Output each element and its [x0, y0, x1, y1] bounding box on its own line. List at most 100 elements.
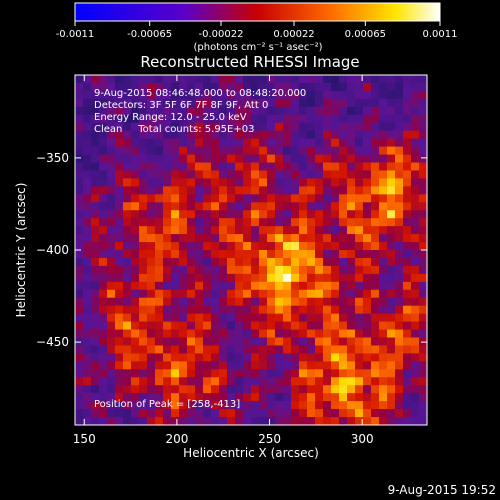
heatmap-cell — [339, 170, 348, 179]
heatmap-cell — [83, 162, 92, 171]
heatmap-cell — [395, 297, 404, 307]
heatmap-cell — [203, 162, 212, 171]
heatmap-cell — [331, 337, 340, 346]
heatmap-cell — [155, 154, 164, 163]
heatmap-cell — [123, 234, 132, 243]
heatmap-cell — [371, 90, 380, 100]
heatmap-cell — [123, 417, 132, 426]
heatmap-cell — [243, 313, 252, 322]
heatmap-cell — [331, 401, 340, 410]
heatmap-cell — [339, 154, 348, 163]
heatmap-cell — [299, 106, 308, 116]
heatmap-cell — [83, 130, 92, 140]
heatmap-cell — [75, 401, 84, 410]
heatmap-cell — [211, 393, 220, 402]
heatmap-cell — [339, 393, 348, 402]
heatmap-cell — [139, 138, 148, 147]
heatmap-cell — [123, 170, 132, 179]
heatmap-cell — [419, 321, 428, 330]
heatmap-cell — [267, 130, 276, 140]
heatmap-cell — [323, 305, 332, 315]
heatmap-cell — [75, 122, 84, 132]
heatmap-cell — [227, 337, 236, 346]
heatmap-cell — [379, 170, 388, 179]
heatmap-cell — [123, 242, 132, 251]
heatmap-cell — [195, 401, 204, 410]
heatmap-cell — [307, 313, 316, 322]
heatmap-cell — [411, 98, 420, 108]
heatmap-cell — [411, 257, 420, 267]
heatmap-cell — [155, 281, 164, 291]
heatmap-cell — [291, 281, 300, 291]
heatmap-cell — [307, 305, 316, 315]
heatmap-cell — [139, 186, 148, 195]
heatmap-cell — [411, 393, 420, 402]
heatmap-cell — [259, 210, 268, 219]
heatmap-cell — [259, 265, 268, 275]
heatmap-cell — [187, 273, 196, 283]
heatmap-cell — [211, 257, 220, 267]
heatmap-cell — [251, 202, 260, 211]
heatmap-cell — [395, 345, 404, 354]
heatmap-cell — [411, 361, 420, 370]
heatmap-cell — [275, 138, 284, 147]
heatmap-cell — [283, 289, 292, 299]
heatmap-cell — [267, 409, 276, 418]
heatmap-cell — [107, 361, 116, 370]
heatmap-cell — [371, 210, 380, 219]
heatmap-cell — [195, 90, 204, 100]
heatmap-cell — [419, 289, 428, 299]
heatmap-cell — [339, 98, 348, 108]
heatmap-cell — [363, 75, 372, 84]
heatmap-cell — [91, 361, 100, 370]
heatmap-cell — [251, 130, 260, 140]
heatmap-cell — [331, 194, 340, 203]
heatmap-cell — [299, 75, 308, 84]
heatmap-cell — [139, 417, 148, 426]
heatmap-cell — [315, 305, 324, 315]
heatmap-cell — [155, 106, 164, 116]
heatmap-cell — [75, 250, 84, 259]
heatmap-cell — [299, 385, 308, 394]
heatmap-cell — [283, 154, 292, 163]
heatmap-cell — [227, 242, 236, 251]
heatmap-cell — [291, 401, 300, 410]
heatmap-cell — [115, 242, 124, 251]
heatmap-cell — [107, 90, 116, 100]
heatmap-cell — [267, 114, 276, 124]
heatmap-cell — [179, 345, 188, 354]
heatmap-cell — [347, 353, 356, 362]
heatmap-cell — [211, 82, 220, 92]
heatmap-cell — [395, 265, 404, 275]
heatmap-cell — [147, 202, 156, 211]
heatmap-cell — [283, 186, 292, 195]
heatmap-cell — [395, 226, 404, 235]
heatmap-cell — [235, 242, 244, 251]
heatmap-cell — [171, 226, 180, 235]
heatmap-cell — [323, 194, 332, 203]
heatmap-cell — [227, 98, 236, 108]
heatmap-cell — [259, 82, 268, 92]
heatmap-cell — [371, 234, 380, 243]
heatmap-cell — [395, 194, 404, 203]
heatmap-cell — [147, 82, 156, 92]
heatmap-cell — [259, 234, 268, 243]
heatmap-cell — [243, 361, 252, 370]
heatmap-cell — [315, 353, 324, 362]
heatmap-cell — [115, 178, 124, 187]
heatmap-cell — [315, 273, 324, 283]
heatmap-cell — [403, 98, 412, 108]
heatmap-cell — [91, 250, 100, 259]
heatmap-cell — [227, 122, 236, 132]
heatmap-cell — [291, 361, 300, 370]
heatmap-cell — [243, 289, 252, 299]
heatmap-cell — [203, 106, 212, 116]
heatmap-cell — [99, 186, 108, 195]
heatmap-cell — [99, 265, 108, 275]
heatmap-cell — [411, 106, 420, 116]
heatmap-cell — [163, 234, 172, 243]
heatmap-cell — [123, 281, 132, 291]
heatmap-cell — [139, 178, 148, 187]
heatmap-cell — [275, 82, 284, 92]
heatmap-cell — [371, 130, 380, 140]
